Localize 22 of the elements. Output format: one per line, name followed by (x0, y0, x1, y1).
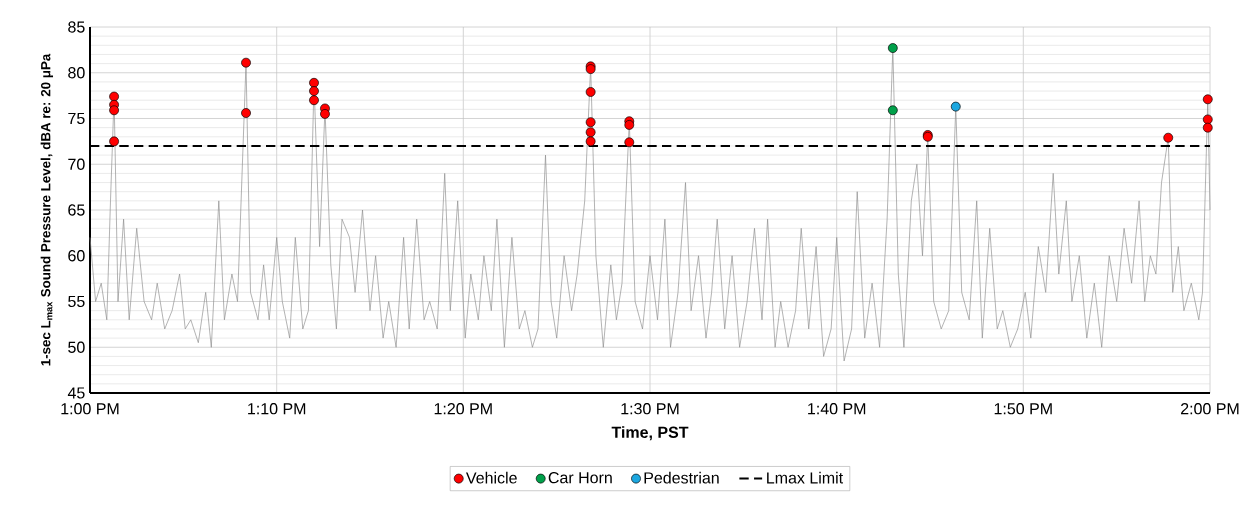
x-tick-label: 1:10 PM (248, 403, 306, 415)
y-tick-label: 55 (68, 295, 85, 308)
legend-label: Pedestrian (644, 471, 719, 484)
y-tick-label: 45 (67, 387, 85, 399)
x-axis-title: Time, PST (611, 426, 689, 441)
y-tick-label: 60 (68, 250, 85, 262)
legend-label: Vehicle (465, 471, 517, 484)
y-axis-title: 1-sec L$_{max}$ Sound Pressure Level, dBA re: 20 μPa (40, 53, 54, 366)
x-tick-label: 1:30 PM (621, 403, 679, 415)
x-tick-label: 2:00 PM (1181, 403, 1239, 415)
legend-label: Lmax Limit (767, 471, 844, 484)
y-tick-label: 85 (68, 21, 85, 33)
x-tick-label: 1:00 PM (61, 403, 119, 415)
x-tick-label: 1:50 PM (994, 403, 1052, 415)
x-tick-label: 1:40 PM (808, 403, 866, 415)
y-tick-label: 75 (68, 112, 85, 125)
legend-label: Car Horn (548, 472, 612, 484)
y-tick-label: 70 (68, 158, 85, 170)
y-tick-label: 50 (68, 341, 85, 353)
y-tick-label: 80 (68, 67, 85, 79)
x-tick-label: 1:20 PM (434, 403, 492, 415)
y-tick-label: 65 (68, 204, 85, 216)
